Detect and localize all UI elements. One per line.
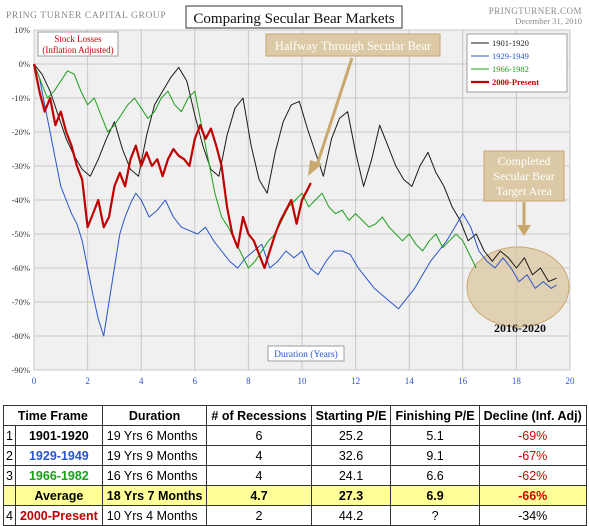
row-starting-pe: 32.6 [310, 445, 392, 466]
y-label-box [37, 31, 119, 57]
row-duration: 19 Yrs 6 Months [101, 425, 208, 446]
table-row-average: Average 18 Yrs 7 Months 4.7 27.3 6.9 -66… [3, 485, 587, 506]
row-finishing-pe: 6.6 [390, 465, 480, 486]
x-tick-label: 18 [512, 376, 522, 386]
row-decline: -62% [478, 465, 587, 486]
row-decline: -66% [478, 485, 587, 506]
series-line-2000-Present [32, 63, 312, 270]
x-tick-label: 16 [458, 376, 468, 386]
brand-label: PRING TURNER CAPITAL GROUP [6, 11, 166, 21]
table-row: 2 1929-1949 19 Yrs 9 Months 4 32.6 9.1 -… [3, 445, 587, 466]
halfway-arrowhead [308, 160, 322, 176]
row-decline: -34% [478, 505, 587, 526]
completed-arrowhead [517, 225, 531, 236]
row-recessions: 4 [206, 465, 312, 486]
col-header-starting-pe: Starting P/E [310, 405, 392, 426]
table-row: 1 1901-1920 19 Yrs 6 Months 6 25.2 5.1 -… [3, 425, 587, 446]
completed-annotation-box [483, 150, 565, 202]
chart-title: Comparing Secular Bear Markets [193, 11, 394, 27]
row-decline: -69% [478, 425, 587, 446]
x-tick-label: 4 [139, 376, 144, 386]
row-index: 1 [3, 425, 16, 446]
row-recessions: 6 [206, 425, 312, 446]
comparison-table-wrap: Time Frame Duration # of Recessions Star… [3, 405, 587, 526]
date-label: December 31, 2010 [515, 16, 582, 26]
table-row: 3 1966-1982 16 Yrs 6 Months 4 24.1 6.6 -… [3, 465, 587, 486]
legend-label: 1966-1982 [492, 64, 529, 74]
row-recessions: 4.7 [206, 485, 312, 506]
x-tick-label: 12 [351, 376, 360, 386]
row-finishing-pe: 5.1 [390, 425, 480, 446]
x-tick-label: 14 [405, 376, 415, 386]
target-area-ellipse [466, 246, 570, 328]
series-line-1901-1920 [33, 63, 557, 283]
x-tick-label: 20 [566, 376, 576, 386]
halfway-annotation-box [265, 33, 441, 57]
halfway-arrow-shaft [314, 57, 354, 169]
row-label: Average [14, 485, 103, 506]
x-tick-label: 2 [85, 376, 90, 386]
legend-label: 1929-1949 [492, 51, 529, 61]
col-header-recessions: # of Recessions [206, 405, 312, 426]
row-starting-pe: 24.1 [310, 465, 392, 486]
row-label: 1901-1920 [14, 425, 103, 446]
table-header-row: Time Frame Duration # of Recessions Star… [3, 405, 587, 426]
row-duration: 19 Yrs 9 Months [101, 445, 208, 466]
row-index: 3 [3, 465, 16, 486]
row-starting-pe: 27.3 [310, 485, 392, 506]
y-tick-label: -40% [12, 195, 30, 205]
y-tick-label: -70% [12, 297, 30, 307]
y-tick-label: -60% [12, 263, 30, 273]
y-label-line-1: Stock Losses [54, 34, 102, 44]
row-finishing-pe: 6.9 [390, 485, 480, 506]
x-tick-label: 6 [193, 376, 198, 386]
title-box [185, 5, 403, 29]
years-label: 2016-2020 [494, 321, 546, 335]
x-tick-label: 0 [32, 376, 37, 386]
y-tick-label: 10% [14, 25, 30, 35]
row-index: 2 [3, 445, 16, 466]
row-finishing-pe: 9.1 [390, 445, 480, 466]
legend-label: 1901-1920 [492, 38, 529, 48]
col-header-duration: Duration [101, 405, 208, 426]
row-starting-pe: 44.2 [310, 505, 392, 526]
col-header-finishing-pe: Finishing P/E [390, 405, 480, 426]
row-decline: -67% [478, 445, 587, 466]
y-tick-label: -80% [12, 331, 30, 341]
x-tick-label: 10 [298, 376, 308, 386]
y-tick-label: -90% [12, 365, 30, 375]
x-label-box [267, 345, 345, 362]
comparison-table: Time Frame Duration # of Recessions Star… [3, 405, 587, 526]
y-tick-label: -10% [12, 93, 30, 103]
chart-area: PRING TURNER CAPITAL GROUP Comparing Secu… [6, 5, 582, 386]
table-row: 4 2000-Present 10 Yrs 4 Months 2 44.2 ? … [3, 505, 587, 526]
x-tick-label: 8 [246, 376, 251, 386]
completed-annotation-line: Target Area [496, 184, 553, 198]
legend-label: 2000-Present [492, 77, 539, 87]
col-header-decline: Decline (Inf. Adj) [478, 405, 587, 426]
y-label-line-2: (Inflation Adjusted) [42, 45, 113, 55]
halfway-annotation-text: Halfway Through Secular Bear [275, 39, 432, 53]
row-label: 1929-1949 [14, 445, 103, 466]
completed-annotation-line: Secular Bear [493, 169, 555, 183]
y-tick-label: -20% [12, 127, 30, 137]
series-line-1929-1949 [33, 63, 557, 337]
row-label: 1966-1982 [14, 465, 103, 486]
line-chart: PRING TURNER CAPITAL GROUP Comparing Secu… [6, 5, 582, 386]
row-starting-pe: 25.2 [310, 425, 392, 446]
series-line-1966-1982 [33, 63, 477, 269]
row-index [3, 485, 16, 506]
completed-annotation-line: Completed [498, 154, 551, 168]
y-tick-label: -30% [12, 161, 30, 171]
y-tick-label: 0% [19, 59, 30, 69]
col-header-time-frame: Time Frame [3, 405, 103, 426]
row-recessions: 4 [206, 445, 312, 466]
x-axis-label: Duration (Years) [274, 349, 338, 360]
y-tick-label: -50% [12, 229, 30, 239]
row-duration: 16 Yrs 6 Months [101, 465, 208, 486]
site-label: PRINGTURNER.COM [489, 6, 582, 16]
row-label: 2000-Present [14, 505, 103, 526]
row-duration: 18 Yrs 7 Months [101, 485, 208, 506]
